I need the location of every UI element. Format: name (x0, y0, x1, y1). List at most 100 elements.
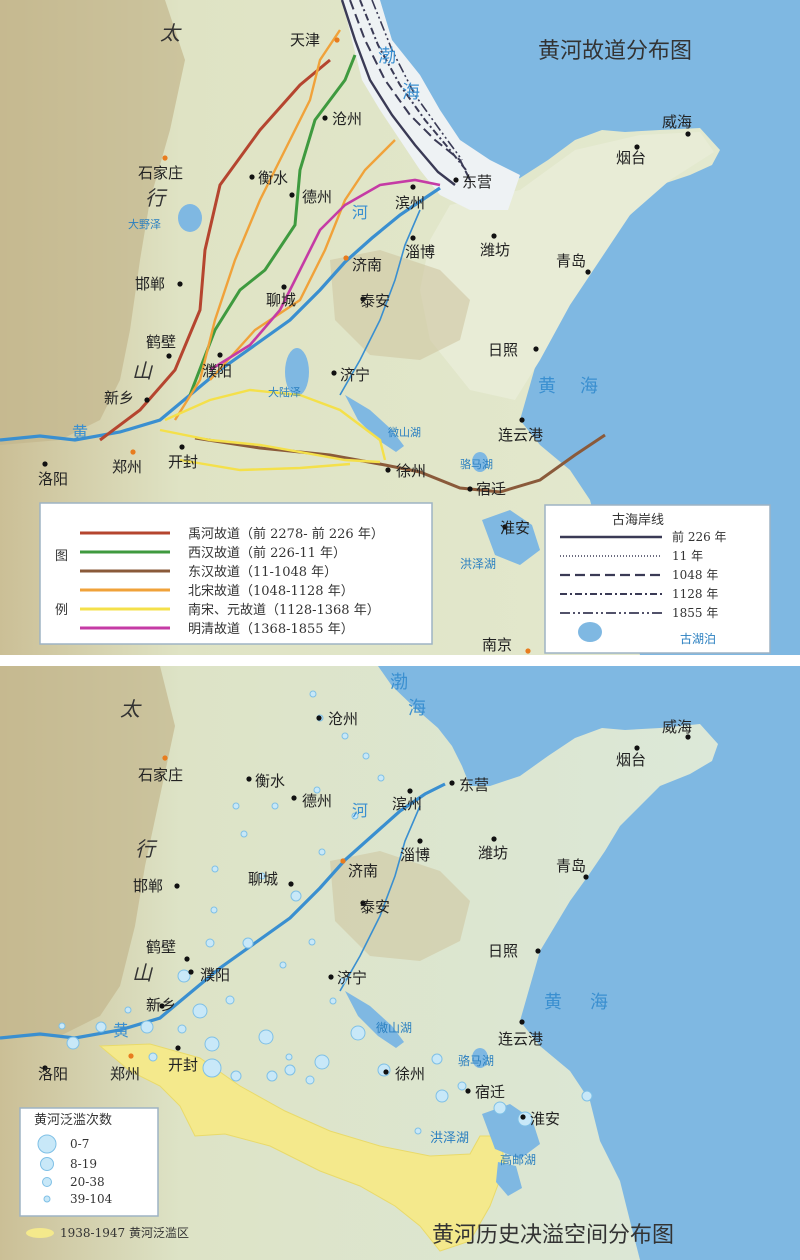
coastline-1048 (349, 0, 471, 181)
bohai-1-label-bottom: 渤 (390, 672, 408, 693)
flood-zone-1938-1947 (98, 1043, 506, 1252)
flood-point (192, 1003, 208, 1019)
dalu-lake (285, 348, 309, 396)
luoma-lake-shape-bottom (472, 1048, 488, 1068)
svg-text:南京: 南京 (482, 636, 512, 654)
svg-text:邯郸: 邯郸 (133, 877, 163, 895)
svg-text:德州: 德州 (302, 188, 332, 206)
huanghai-2-label: 海 (580, 376, 598, 397)
city-dongying: 东营 (453, 173, 492, 191)
svg-text:新乡: 新乡 (104, 389, 134, 407)
grand-canal (339, 209, 421, 396)
svg-text:开封: 开封 (168, 453, 198, 471)
flood-point (314, 1054, 330, 1070)
city-xuzhou: 徐州 (385, 462, 426, 480)
weishan-lake-label-bottom: 微山湖 (376, 1020, 412, 1035)
svg-text:邯郸: 邯郸 (135, 275, 165, 293)
city-handan: 邯郸 (135, 275, 183, 293)
svg-text:天津: 天津 (290, 31, 320, 49)
svg-text:聊城: 聊城 (248, 870, 278, 888)
mingqing-course-line (209, 178, 441, 372)
flood-point (493, 1101, 507, 1115)
svg-text:徐州: 徐州 (395, 1065, 425, 1083)
taihang-label-1: 太 (160, 21, 182, 45)
legend-item-nansong: 南宋、元故道（1128-1368 年） (188, 602, 380, 618)
flood-legend-class-3: 20-38 (70, 1175, 105, 1189)
svg-text:宿迁: 宿迁 (475, 1083, 505, 1101)
svg-text:济南: 济南 (352, 256, 382, 274)
flood-point (205, 938, 215, 948)
city-suqian: 宿迁 (467, 480, 506, 498)
flood-point (431, 1053, 443, 1065)
city-rizhao: 日照 (488, 341, 539, 359)
bohai-2-label-bottom: 海 (408, 698, 426, 719)
svg-text:沧州: 沧州 (328, 710, 358, 728)
city-hebi-bottom: 鹤壁 (146, 938, 190, 962)
legend-item-xihan: 西汉故道（前 226-11 年） (188, 545, 346, 561)
svg-text:滨州: 滨州 (395, 194, 425, 212)
hongze-lake-shape (482, 510, 540, 565)
flood-count-legend: 黄河泛滥次数 0-7 8-19 20-38 39-104 (19, 1107, 159, 1217)
flood-zone-legend-label: 1938-1947 黄河泛滥区 (60, 1226, 189, 1240)
legend-label-li: 例 (55, 603, 68, 618)
ancient-lake-label: 古湖泊 (680, 631, 716, 646)
bottom-map-title: 黄河历史决溢空间分布图 (432, 1223, 674, 1248)
flood-point (284, 1064, 296, 1076)
flood-point (305, 1075, 315, 1085)
svg-text:淄博: 淄博 (400, 846, 430, 864)
city-nanjing: 南京 (482, 636, 531, 654)
city-taian: 泰安 (360, 292, 390, 310)
beisong-course-line-2 (209, 139, 396, 381)
city-huaian: 淮安 (500, 519, 530, 537)
city-weifang: 潍坊 (480, 233, 510, 259)
taihang-mountains (0, 0, 185, 445)
svg-text:濮阳: 濮阳 (202, 362, 232, 380)
city-jinan-bottom: 济南 (340, 858, 378, 880)
svg-text:青岛: 青岛 (556, 857, 586, 875)
city-dezhou-bottom: 德州 (291, 792, 332, 810)
river-huang-label-bottom: 黄 (113, 1021, 129, 1040)
coast-item-1128: 1128 年 (672, 587, 718, 601)
flood-point (309, 690, 317, 698)
city-jinan: 济南 (343, 255, 382, 274)
flood-point (66, 1036, 80, 1050)
flood-point (230, 1070, 242, 1082)
flood-point (95, 1021, 107, 1033)
land-area-bottom (0, 666, 718, 1260)
city-dongying-bottom: 东营 (449, 776, 489, 794)
coast-item-226bc: 前 226 年 (672, 529, 727, 544)
luoma-lake-label-bottom: 骆马湖 (458, 1053, 494, 1068)
flood-distribution-map: 渤 海 黄 海 河 黄 太 行 山 微山湖 骆马湖 洪泽湖 高邮湖 沧州 威海 … (0, 666, 800, 1260)
flood-point (242, 937, 254, 949)
city-weihai: 威海 (662, 113, 692, 137)
city-cangzhou-bottom: 沧州 (316, 710, 358, 728)
coast-item-11: 11 年 (672, 549, 703, 563)
flood-point (581, 1090, 593, 1102)
svg-text:潍坊: 潍坊 (478, 844, 508, 862)
svg-text:淄博: 淄博 (405, 243, 435, 261)
flood-point (240, 830, 248, 838)
flood-point (290, 890, 302, 902)
legend-item-donghan: 东汉故道（11-1048 年） (188, 565, 337, 580)
svg-text:东营: 东营 (462, 173, 492, 191)
flood-point (232, 802, 240, 810)
huanghai-2-label-bottom: 海 (590, 992, 608, 1013)
city-zhengzhou: 郑州 (112, 449, 142, 476)
flood-point (177, 1024, 187, 1034)
city-taian-bottom: 泰安 (360, 898, 390, 916)
flood-legend-bubble-s (43, 1195, 51, 1203)
svg-text:威海: 威海 (662, 718, 692, 736)
svg-text:石家庄: 石家庄 (138, 766, 183, 784)
coast-item-1048: 1048 年 (672, 568, 718, 582)
svg-text:泰安: 泰安 (360, 292, 390, 310)
nansong-course-line (159, 428, 381, 464)
luoma-lake-label: 骆马湖 (460, 457, 493, 471)
city-luoyang-bottom: 洛阳 (38, 1065, 68, 1083)
flood-zone-swatch (26, 1228, 54, 1238)
svg-text:开封: 开封 (168, 1056, 198, 1074)
city-xinxiang-bottom: 新乡 (146, 996, 176, 1014)
flood-point (329, 997, 337, 1005)
flood-point (211, 865, 219, 873)
svg-text:连云港: 连云港 (498, 426, 543, 444)
flood-point (339, 977, 347, 985)
